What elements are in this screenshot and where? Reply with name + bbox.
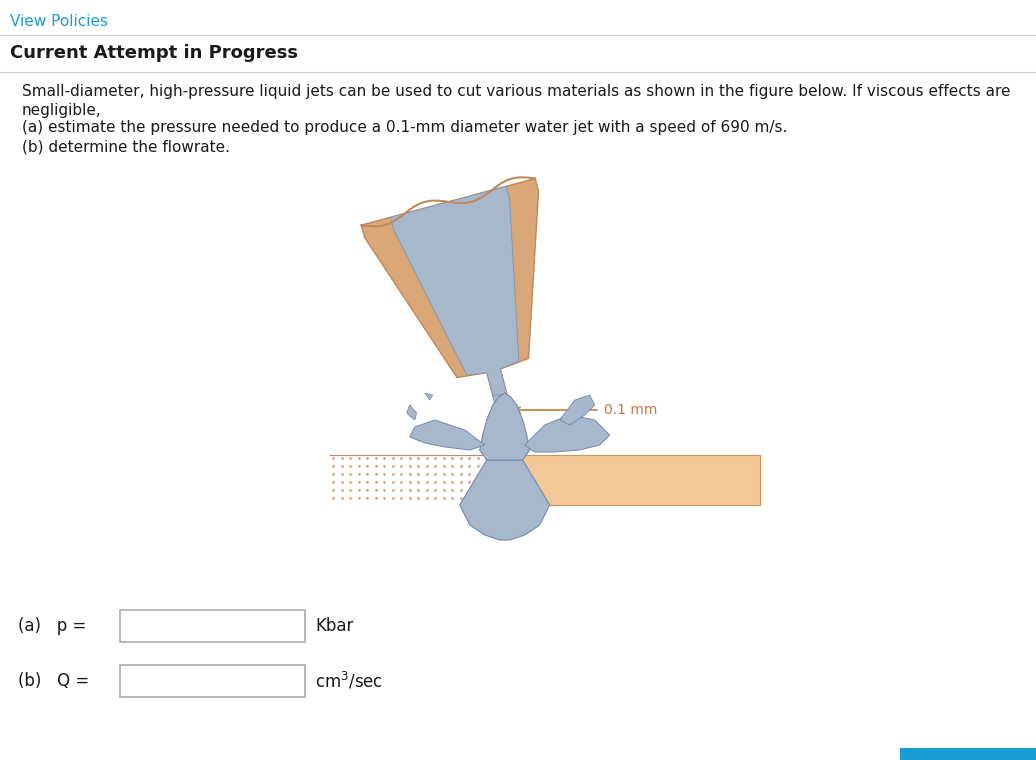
Text: View Policies: View Policies [10, 14, 108, 29]
Polygon shape [425, 393, 433, 400]
Polygon shape [391, 186, 519, 397]
Bar [900, 748, 1036, 760]
Text: Kbar: Kbar [315, 617, 353, 635]
Text: 0.1 mm: 0.1 mm [604, 403, 658, 417]
Text: Current Attempt in Progress: Current Attempt in Progress [10, 44, 298, 62]
Text: cm$^3$/sec: cm$^3$/sec [315, 670, 383, 692]
FancyBboxPatch shape [120, 665, 305, 697]
Text: (a)   p =: (a) p = [18, 617, 86, 635]
FancyBboxPatch shape [120, 610, 305, 642]
Text: (b) determine the flowrate.: (b) determine the flowrate. [22, 140, 230, 155]
Polygon shape [493, 395, 509, 455]
Polygon shape [409, 420, 485, 450]
Text: (b)   Q =: (b) Q = [18, 672, 89, 690]
Polygon shape [362, 179, 539, 397]
Text: negligible,: negligible, [22, 103, 102, 118]
Polygon shape [524, 415, 610, 452]
Bar [505, 455, 760, 505]
Text: (a) estimate the pressure needed to produce a 0.1-mm diameter water jet with a s: (a) estimate the pressure needed to prod… [22, 120, 787, 135]
Text: Small-diameter, high-pressure liquid jets can be used to cut various materials a: Small-diameter, high-pressure liquid jet… [22, 84, 1010, 99]
Polygon shape [480, 393, 529, 460]
Polygon shape [407, 405, 416, 420]
Bar [330, 455, 495, 505]
Polygon shape [559, 395, 595, 425]
Polygon shape [460, 460, 550, 540]
